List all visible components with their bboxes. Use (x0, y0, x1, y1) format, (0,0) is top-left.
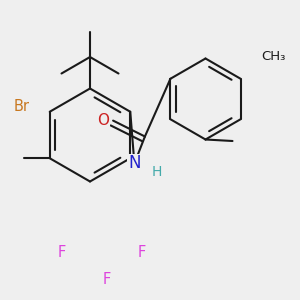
Text: N: N (128, 154, 141, 172)
Text: F: F (57, 245, 65, 260)
Text: F: F (137, 245, 146, 260)
Text: H: H (152, 166, 162, 179)
Text: O: O (98, 113, 110, 128)
Text: F: F (102, 272, 111, 287)
Text: CH₃: CH₃ (261, 50, 285, 64)
Text: Br: Br (14, 99, 29, 114)
